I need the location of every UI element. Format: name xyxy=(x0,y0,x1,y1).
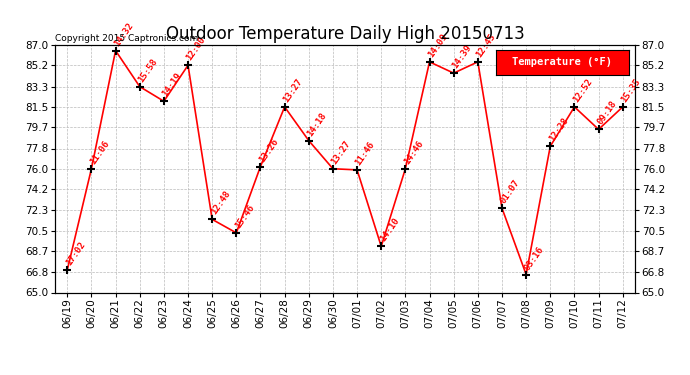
Text: 14:09: 14:09 xyxy=(426,32,449,59)
Text: 15:58: 15:58 xyxy=(137,57,159,84)
Text: Copyright 2015 Captronics.com: Copyright 2015 Captronics.com xyxy=(55,33,199,42)
Text: 11:06: 11:06 xyxy=(88,139,111,166)
Text: 13:27: 13:27 xyxy=(330,139,353,166)
Text: 13:26: 13:26 xyxy=(257,136,280,164)
Text: 12:28: 12:28 xyxy=(547,116,570,144)
Text: 14:32: 14:32 xyxy=(112,21,135,48)
Text: 03:16: 03:16 xyxy=(523,244,546,272)
Text: 15:35: 15:35 xyxy=(620,77,642,104)
Text: 12:00: 12:00 xyxy=(185,35,208,63)
Text: 14:18: 14:18 xyxy=(306,111,328,138)
Text: 14:19: 14:19 xyxy=(161,71,184,99)
Text: 12:48: 12:48 xyxy=(209,189,232,217)
Text: 13:27: 13:27 xyxy=(282,77,304,104)
Text: 14:10: 14:10 xyxy=(378,216,401,244)
Text: 17:02: 17:02 xyxy=(64,240,87,267)
Text: 01:07: 01:07 xyxy=(499,178,522,206)
Text: 14:39: 14:39 xyxy=(451,43,473,70)
Text: 15:46: 15:46 xyxy=(233,203,256,230)
Text: 12:52: 12:52 xyxy=(571,77,594,104)
Text: 09:18: 09:18 xyxy=(595,99,618,127)
Text: 14:46: 14:46 xyxy=(402,139,425,166)
Title: Outdoor Temperature Daily High 20150713: Outdoor Temperature Daily High 20150713 xyxy=(166,26,524,44)
Text: 12:45: 12:45 xyxy=(475,32,497,59)
Text: 11:46: 11:46 xyxy=(354,140,377,167)
